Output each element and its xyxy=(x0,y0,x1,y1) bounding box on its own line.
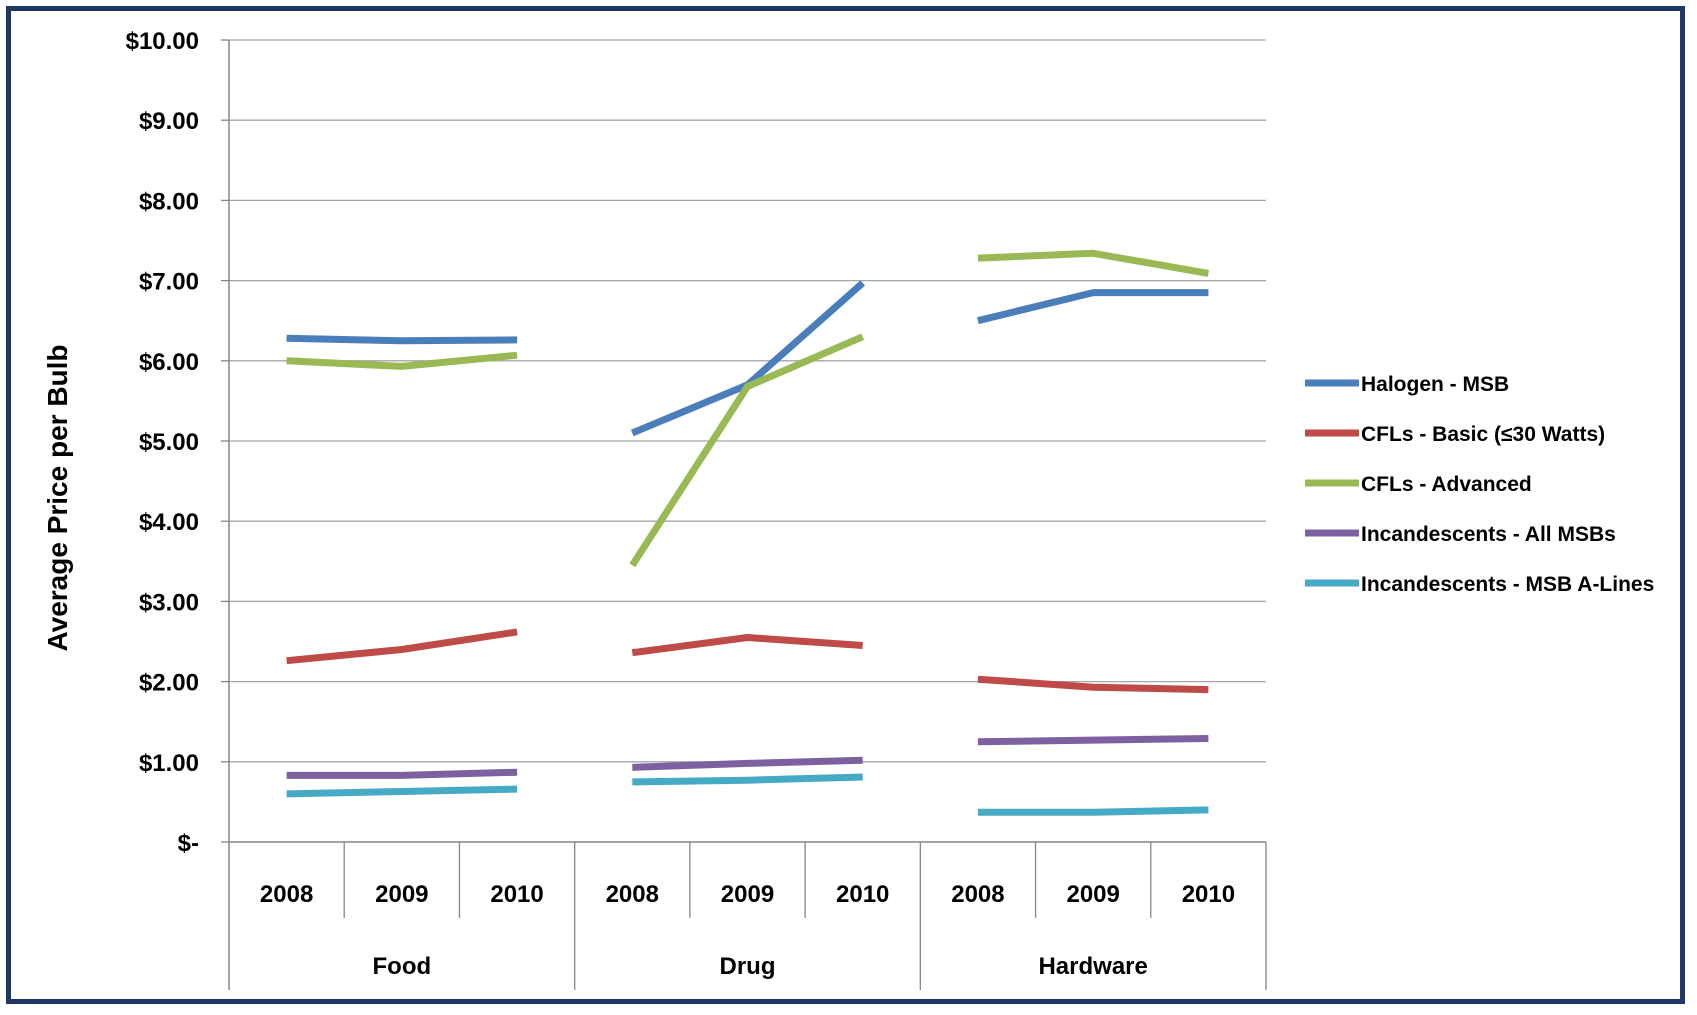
y-axis-label: Average Price per Bulb xyxy=(42,344,73,651)
series-line-5 xyxy=(977,806,1209,816)
group-label: Drug xyxy=(720,953,776,980)
y-tick-label: $5.00 xyxy=(139,429,199,456)
legend: Halogen - MSB CFLs - Basic (≤30 Watts) CFL… xyxy=(1305,373,1654,596)
series-line-2 xyxy=(631,634,863,657)
y-tick-label: $2.00 xyxy=(139,670,199,697)
series-line-3 xyxy=(629,333,865,568)
series-line-2 xyxy=(977,675,1209,694)
y-tick-label: $10.00 xyxy=(126,28,199,55)
series-line-5 xyxy=(286,785,518,798)
y-tick-label: $4.00 xyxy=(139,509,199,536)
x-tick-label: 2008 xyxy=(606,881,659,908)
group-label: Food xyxy=(373,953,432,980)
y-tick-label: $9.00 xyxy=(139,108,199,135)
legend-entry: Halogen - MSB xyxy=(1361,373,1509,396)
series-line-1 xyxy=(977,289,1209,325)
series-line-3 xyxy=(977,249,1210,277)
x-tick-label: 2009 xyxy=(721,881,774,908)
legend-entry: CFLs - Advanced xyxy=(1361,473,1532,496)
y-tick-label: $8.00 xyxy=(139,188,199,215)
series-line-4 xyxy=(977,735,1209,746)
x-tick-label: 2010 xyxy=(490,881,543,908)
series-layer xyxy=(286,249,1210,816)
y-tick-label: $6.00 xyxy=(139,349,199,376)
series-line-2 xyxy=(286,628,518,665)
legend-entry: Incandescents - All MSBs xyxy=(1361,523,1616,546)
group-label: Hardware xyxy=(1038,953,1147,980)
y-tick-label: $3.00 xyxy=(139,589,199,616)
y-tick-label: $- xyxy=(178,830,199,857)
x-tick-label: 2009 xyxy=(375,881,428,908)
x-tick-label: 2008 xyxy=(951,881,1004,908)
series-line-5 xyxy=(632,773,863,786)
y-tick-label: $7.00 xyxy=(139,269,199,296)
y-tick-label: $1.00 xyxy=(139,750,199,777)
legend-entry: CFLs - Basic (≤30 Watts) xyxy=(1361,423,1605,446)
series-line-1 xyxy=(286,334,518,345)
series-line-3 xyxy=(286,351,518,370)
series-line-4 xyxy=(286,768,518,779)
x-tick-label: 2010 xyxy=(836,881,889,908)
axis-layer: $10.00 $9.00 $8.00 $7.00 $6.00 $5.00 $4.00 $3.0… xyxy=(126,28,1267,990)
series-line-4 xyxy=(632,756,863,771)
x-tick-label: 2010 xyxy=(1182,881,1235,908)
x-tick-label: 2009 xyxy=(1066,881,1119,908)
x-tick-label: 2008 xyxy=(260,881,313,908)
legend-entry: Incandescents - MSB A-Lines xyxy=(1361,573,1654,596)
chart-frame xyxy=(6,6,1685,1004)
series-line-1 xyxy=(630,280,866,437)
